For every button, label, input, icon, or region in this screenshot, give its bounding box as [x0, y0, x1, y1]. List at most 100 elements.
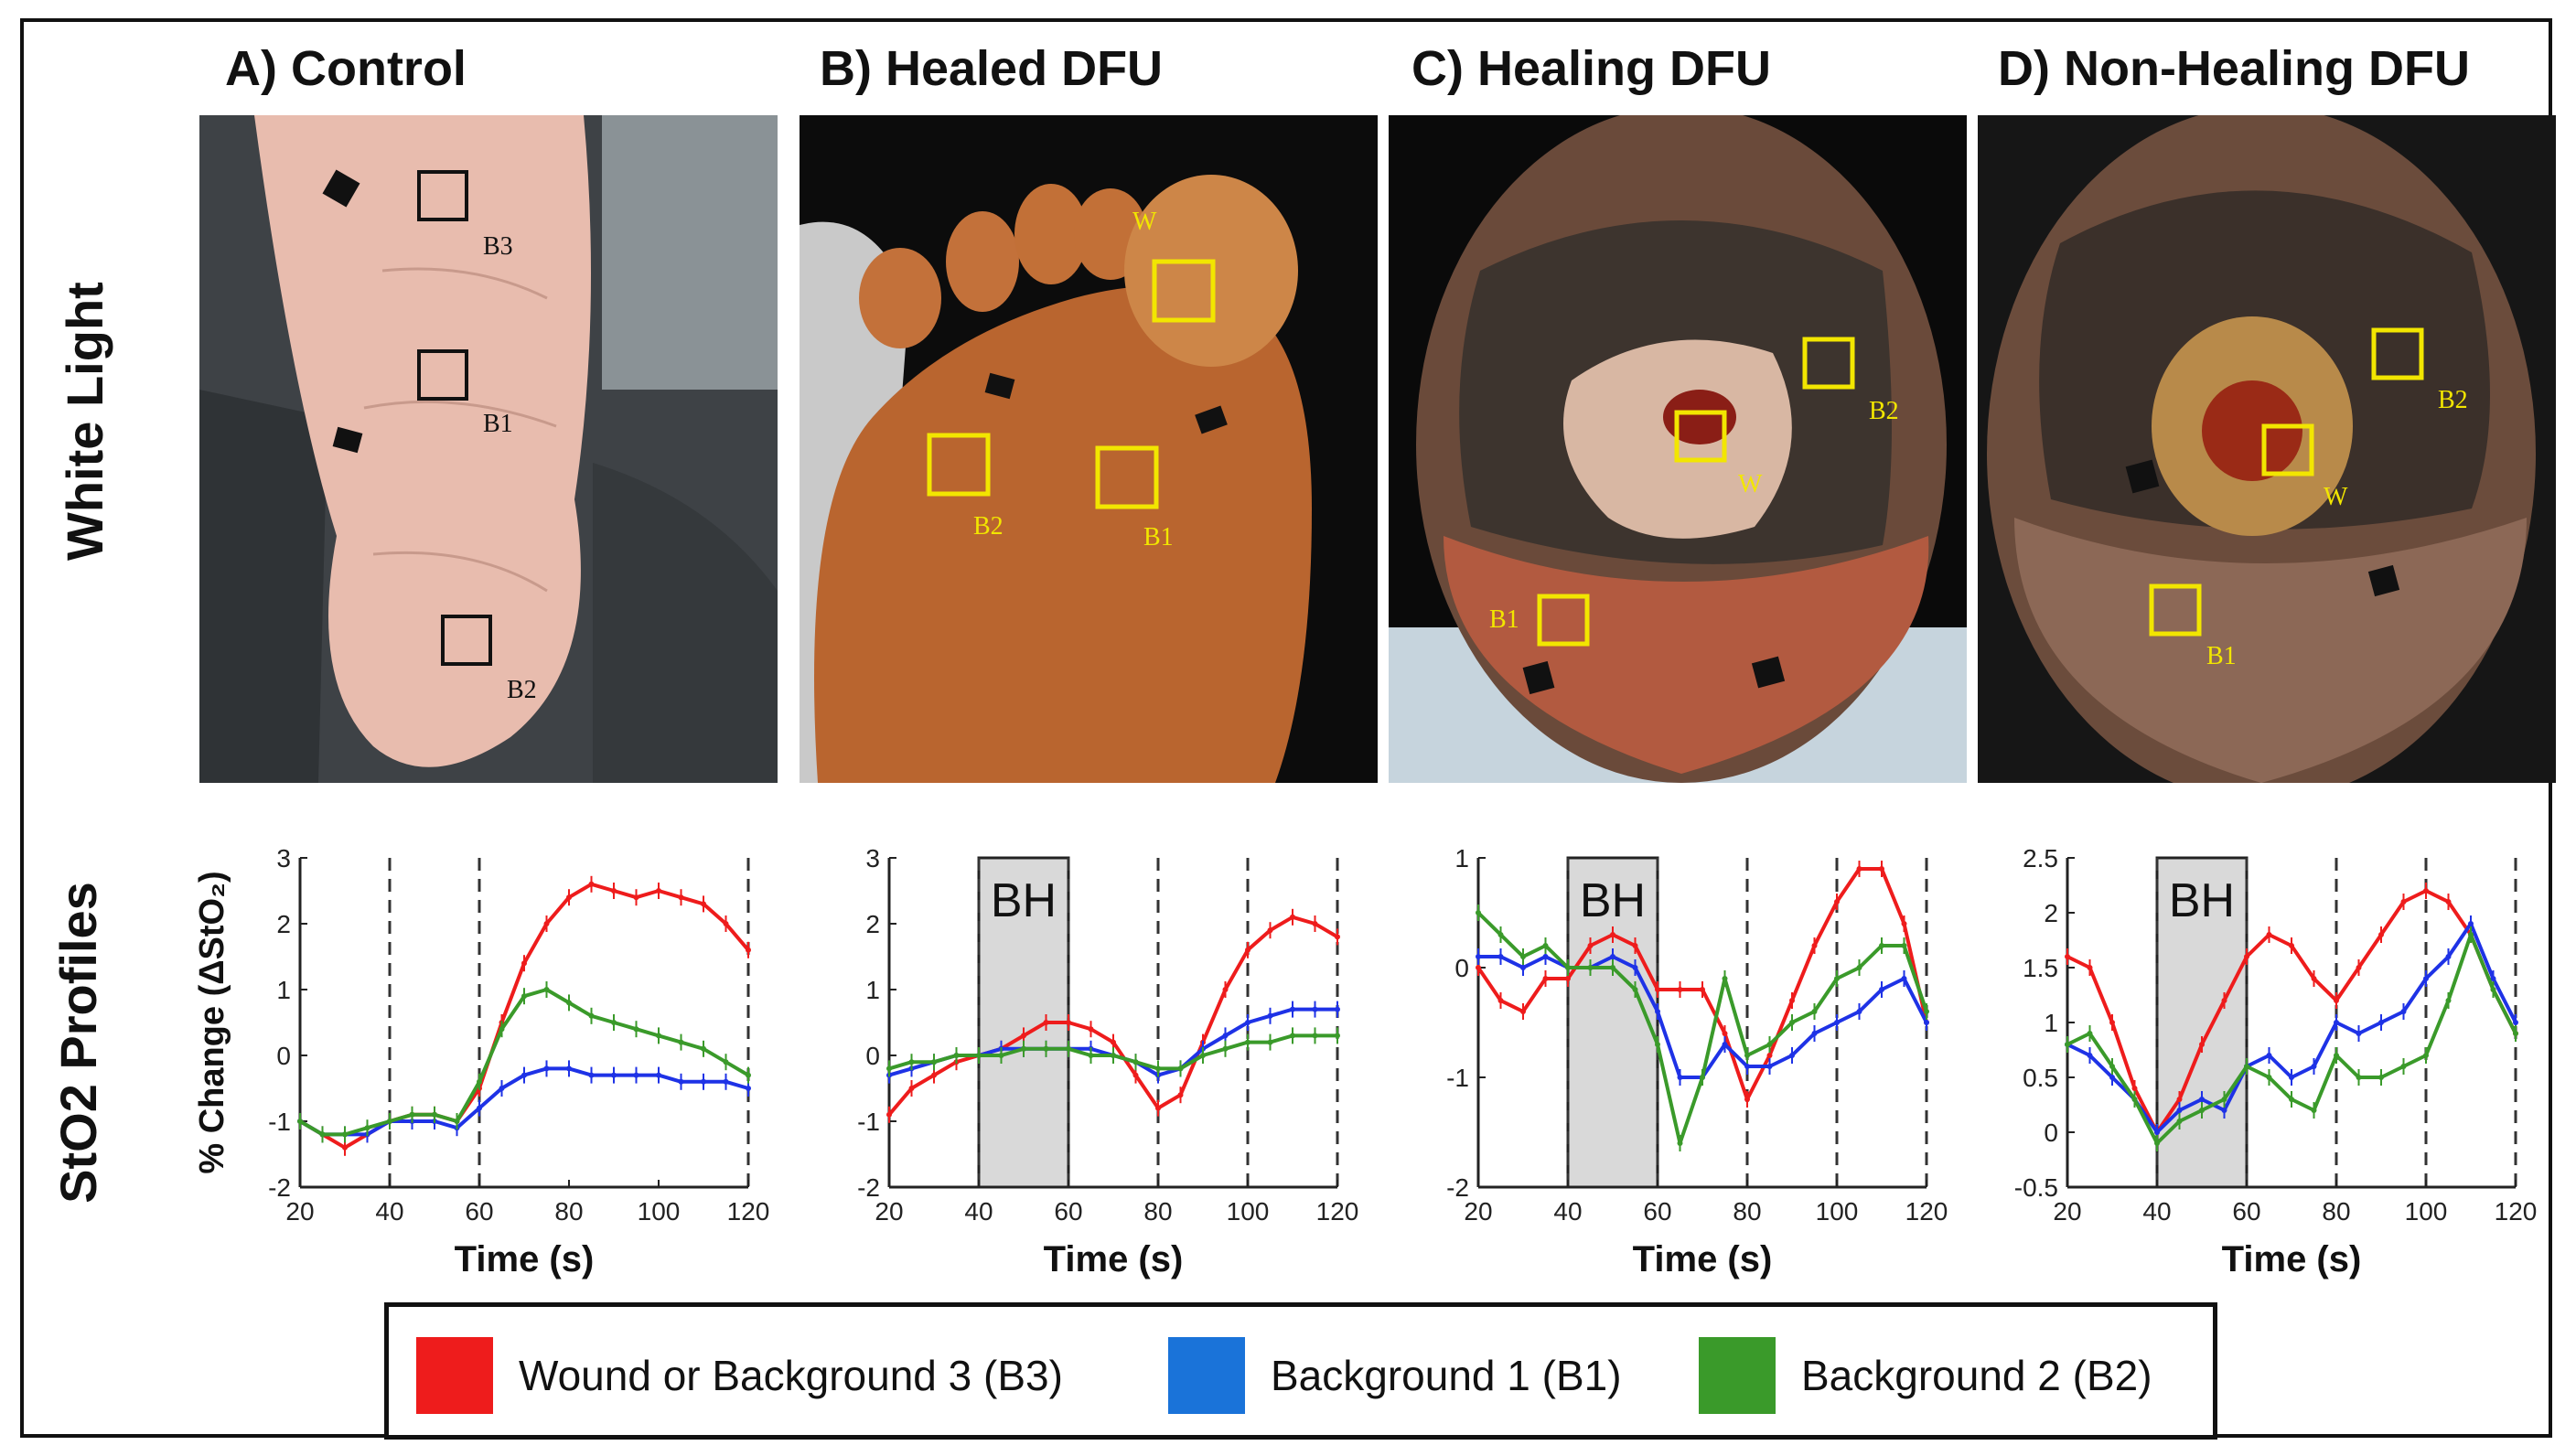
x-tick-label: 100 [2405, 1197, 2448, 1226]
data-point-blue [701, 1078, 706, 1085]
data-point-green [1632, 987, 1638, 992]
data-point-blue [1222, 1033, 1229, 1039]
data-point-red [543, 921, 550, 926]
data-point-red [2400, 899, 2407, 905]
data-point-blue [1610, 954, 1615, 959]
series-line-green [298, 988, 750, 1137]
data-point-red [1088, 1026, 1094, 1033]
data-point-blue [2266, 1053, 2272, 1058]
roi-label-w: W [1132, 208, 1157, 236]
y-tick-label: 0 [2044, 1119, 2058, 1147]
x-tick-label: 120 [1905, 1197, 1948, 1226]
roi-label-b2: B2 [2438, 386, 2468, 414]
data-point-red [746, 947, 751, 953]
y-tick-label: 1.5 [2023, 954, 2058, 982]
y-tick-label: 0 [865, 1042, 880, 1070]
roi-box-b1 [1537, 594, 1590, 647]
x-tick-label: 100 [638, 1197, 681, 1226]
data-point-red [1700, 987, 1705, 992]
roi-box-b2 [1802, 337, 1855, 390]
y-tick-label: -2 [268, 1173, 291, 1202]
data-point-green [1766, 1042, 1773, 1047]
data-point-blue [477, 1105, 482, 1111]
x-tick-label: 40 [2142, 1197, 2171, 1226]
data-point-green [1245, 1039, 1250, 1045]
x-tick-label: 60 [465, 1197, 493, 1226]
data-point-green [1200, 1053, 1206, 1058]
data-point-green [701, 1045, 706, 1052]
data-point-red [1245, 947, 1250, 953]
data-point-blue [2356, 1031, 2362, 1036]
x-tick-label: 80 [1143, 1197, 1172, 1226]
data-point-blue [2221, 1108, 2227, 1113]
data-point-blue [1542, 954, 1549, 959]
data-point-green [521, 993, 527, 1000]
roi-label-b1: B1 [1489, 605, 1519, 634]
data-point-green [387, 1119, 392, 1124]
data-point-green [1879, 943, 1884, 948]
data-point-red [1267, 927, 1273, 934]
data-point-green [1066, 1045, 1071, 1052]
x-tick-label: 20 [285, 1197, 314, 1226]
data-point-green [2378, 1075, 2384, 1080]
data-point-green [2199, 1108, 2205, 1113]
y-tick-label: 1 [276, 976, 291, 1004]
data-point-red [2087, 965, 2093, 970]
data-point-red [1520, 1009, 1526, 1014]
data-point-blue [2334, 1020, 2339, 1025]
x-tick-label: 20 [2053, 1197, 2081, 1226]
data-point-blue [499, 1086, 505, 1091]
data-point-red [1901, 921, 1907, 926]
data-point-green [2109, 1064, 2115, 1069]
x-tick-label: 40 [1553, 1197, 1582, 1226]
data-point-blue [1677, 1075, 1683, 1080]
data-point-blue [611, 1072, 617, 1078]
data-point-red [1177, 1092, 1184, 1098]
x-axis-title: Time (s) [1044, 1239, 1184, 1279]
x-tick-label: 40 [375, 1197, 403, 1226]
data-point-blue [2154, 1129, 2160, 1135]
data-point-green [908, 1059, 915, 1065]
roi-box-b1 [2149, 583, 2202, 637]
data-point-red [1677, 987, 1683, 992]
data-point-green [1222, 1045, 1229, 1052]
photo-healed: W B2 B1 [800, 115, 1378, 783]
data-point-red [2065, 954, 2070, 959]
series-line-green [2066, 933, 2517, 1145]
y-tick-label: 1 [1454, 844, 1469, 873]
data-point-green [1177, 1065, 1184, 1072]
data-point-red [2109, 1020, 2115, 1025]
x-tick-label: 100 [1816, 1197, 1859, 1226]
data-point-green [2065, 1042, 2070, 1047]
data-point-red [588, 881, 595, 887]
data-point-green [1811, 1009, 1818, 1014]
data-point-red [1632, 943, 1638, 948]
data-point-red [1132, 1072, 1139, 1078]
x-tick-label: 60 [1054, 1197, 1082, 1226]
data-point-red [611, 888, 617, 894]
data-point-green [1043, 1045, 1049, 1052]
data-point-green [477, 1078, 482, 1085]
panel-title-healing: C) Healing DFU [1411, 41, 1772, 96]
data-point-blue [2311, 1064, 2317, 1069]
x-tick-label: 120 [1316, 1197, 1359, 1226]
data-point-blue [2423, 976, 2429, 981]
data-point-blue [1335, 1006, 1340, 1012]
data-point-blue [1312, 1006, 1318, 1012]
data-point-green [1520, 954, 1526, 959]
data-point-red [566, 894, 572, 901]
data-point-green [2289, 1097, 2294, 1102]
data-point-red [1290, 914, 1295, 920]
y-tick-label: 2 [276, 910, 291, 938]
y-tick-label: -2 [1446, 1173, 1469, 1202]
data-point-green [2266, 1075, 2272, 1080]
y-tick-label: 2 [2044, 899, 2058, 927]
data-point-blue [1476, 954, 1481, 959]
x-axis-title: Time (s) [455, 1239, 595, 1279]
data-point-blue [2400, 1009, 2407, 1014]
data-point-green [2445, 998, 2452, 1003]
legend-swatch-green [1699, 1337, 1776, 1414]
data-point-red [1811, 943, 1818, 948]
breath-hold-label: BH [991, 874, 1057, 927]
data-point-blue [1267, 1012, 1273, 1019]
